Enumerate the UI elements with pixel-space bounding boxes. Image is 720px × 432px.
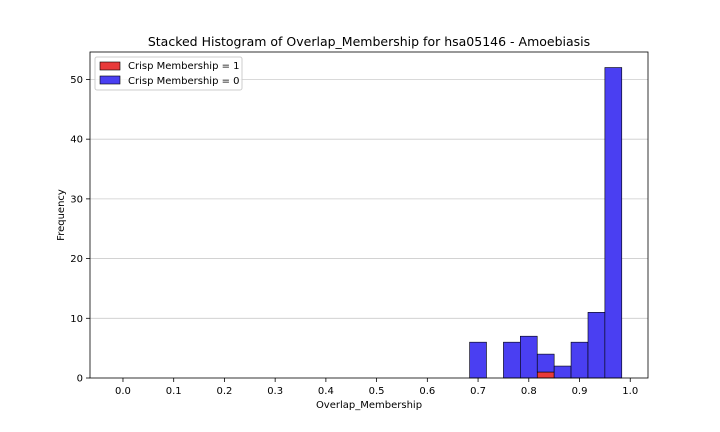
histogram-bar <box>469 341 487 379</box>
x-tick-label: 1.0 <box>622 386 638 397</box>
histogram-bar <box>587 312 606 379</box>
histogram-bars <box>469 67 623 379</box>
x-tick-label: 0.0 <box>115 386 131 397</box>
legend-label-crisp-1: Crisp Membership = 1 <box>128 61 240 72</box>
legend-frame <box>94 56 243 91</box>
x-tick-label: 0.3 <box>267 386 283 397</box>
x-tick-label: 0.2 <box>216 386 232 397</box>
legend-label-crisp-0: Crisp Membership = 0 <box>128 76 240 87</box>
x-tick-label: 0.5 <box>369 386 385 397</box>
y-tick-label: 50 <box>70 75 83 86</box>
histogram-bar <box>520 335 538 379</box>
y-tick-label: 10 <box>70 314 83 325</box>
x-axis-ticks: 0.0 0.1 0.2 0.3 0.4 0.5 0.6 0.7 0.8 0.9 1.0 <box>115 378 638 397</box>
x-tick-label: 0.4 <box>318 386 334 397</box>
y-tick-label: 30 <box>70 194 83 205</box>
y-tick-label: 20 <box>70 254 83 265</box>
x-tick-label: 0.8 <box>521 386 537 397</box>
y-axis-ticks: 0 10 20 30 40 50 <box>70 75 90 385</box>
y-tick-label: 40 <box>70 135 83 146</box>
histogram-bar <box>536 371 555 379</box>
histogram-bar <box>536 353 555 373</box>
x-tick-label: 0.1 <box>166 386 182 397</box>
x-tick-label: 0.7 <box>470 386 486 397</box>
legend-swatch-crisp-1 <box>99 61 121 71</box>
legend: Crisp Membership = 1 Crisp Membership = … <box>94 56 243 91</box>
legend-swatch-crisp-0 <box>99 75 121 85</box>
y-tick-label: 0 <box>77 374 83 385</box>
chart-title: Stacked Histogram of Overlap_Membership … <box>148 34 590 49</box>
x-tick-label: 0.6 <box>419 386 435 397</box>
histogram-bar <box>570 341 589 379</box>
y-axis-label: Frequency <box>56 189 67 241</box>
histogram-bar <box>503 341 521 379</box>
grid-lines <box>90 79 648 319</box>
histogram-bar <box>553 365 572 379</box>
x-axis-label: Overlap_Membership <box>316 400 422 411</box>
x-tick-label: 0.9 <box>572 386 588 397</box>
plot-area-frame <box>89 51 649 379</box>
histogram-bar <box>604 67 623 379</box>
